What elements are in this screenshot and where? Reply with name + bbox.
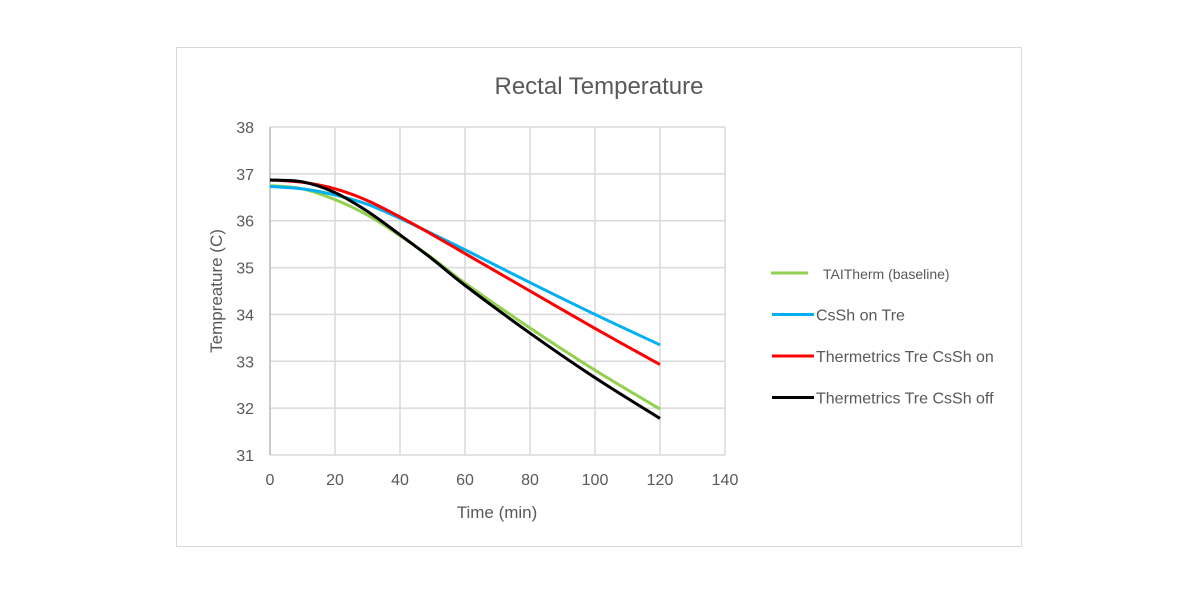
legend-label-4: Thermetrics Tre CsSh off bbox=[816, 391, 994, 408]
y-tick-label: 31 bbox=[236, 448, 254, 465]
y-tick-label: 33 bbox=[236, 354, 254, 371]
legend-label-3: Thermetrics Tre CsSh on bbox=[816, 349, 994, 366]
x-tick-label: 60 bbox=[456, 472, 474, 489]
legend-label-1: TAITherm (baseline) bbox=[823, 266, 950, 282]
x-tick-label: 120 bbox=[647, 472, 674, 489]
y-tick-label: 34 bbox=[236, 307, 254, 324]
x-tick-label: 0 bbox=[266, 472, 275, 489]
legend-label-2: CsSh on Tre bbox=[816, 308, 905, 325]
y-tick-label: 32 bbox=[236, 401, 254, 418]
x-tick-label: 20 bbox=[326, 472, 344, 489]
y-tick-label: 36 bbox=[236, 214, 254, 231]
y-tick-label: 35 bbox=[236, 261, 254, 278]
x-tick-label: 100 bbox=[582, 472, 609, 489]
y-axis-label: Tempreature (C) bbox=[207, 229, 226, 353]
x-tick-label: 40 bbox=[391, 472, 409, 489]
x-axis-label: Time (min) bbox=[457, 503, 538, 522]
y-tick-label: 37 bbox=[236, 167, 254, 184]
x-tick-label: 140 bbox=[712, 472, 739, 489]
chart-title: Rectal Temperature bbox=[495, 73, 704, 100]
y-tick-label: 38 bbox=[236, 120, 254, 137]
series-line-4 bbox=[269, 178, 661, 420]
x-tick-label: 80 bbox=[521, 472, 539, 489]
chart-frame bbox=[176, 47, 1022, 547]
